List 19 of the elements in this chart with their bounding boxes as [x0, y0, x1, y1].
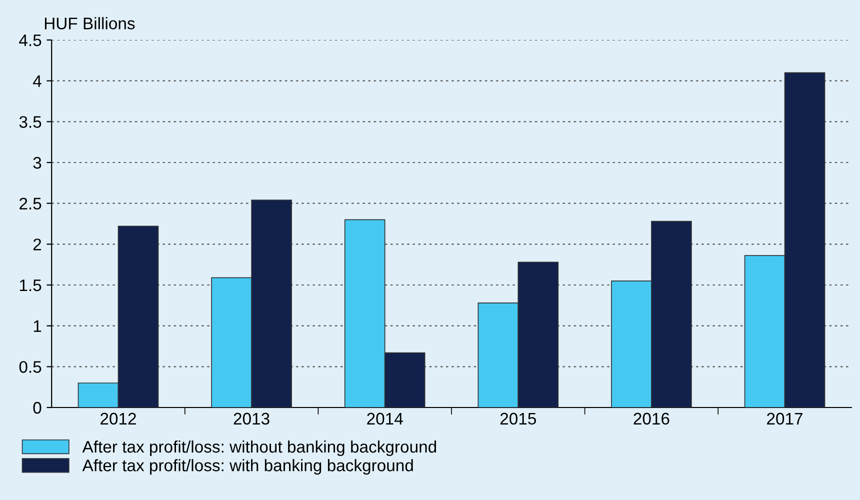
y-tick-label: 1.5: [20, 280, 42, 292]
legend-label: After tax profit/loss: without banking background: [82, 440, 436, 456]
y-tick-label: 2: [33, 238, 42, 250]
x-tick-label: 2013: [234, 412, 270, 425]
y-tick-label: 3.5: [19, 116, 42, 128]
y-tick-label: 2.5: [20, 198, 42, 210]
y-axis-title: HUF Billions: [44, 17, 135, 30]
x-tick-label: 2017: [767, 412, 802, 425]
y-tick-label: 4.5: [19, 34, 42, 46]
legend-label: After tax profit/loss: with banking background: [82, 459, 413, 475]
x-tick-label: 2014: [367, 412, 403, 425]
y-tick-label: 0: [33, 402, 42, 414]
y-tick-label: 0.5: [19, 361, 42, 373]
x-tick-label: 2012: [100, 412, 136, 425]
x-tick-label: 2016: [634, 412, 670, 425]
y-tick-label: 1: [34, 320, 42, 332]
x-tick-label: 2015: [500, 412, 536, 425]
y-tick-label: 4: [32, 75, 42, 87]
y-tick-label: 3: [33, 156, 42, 169]
